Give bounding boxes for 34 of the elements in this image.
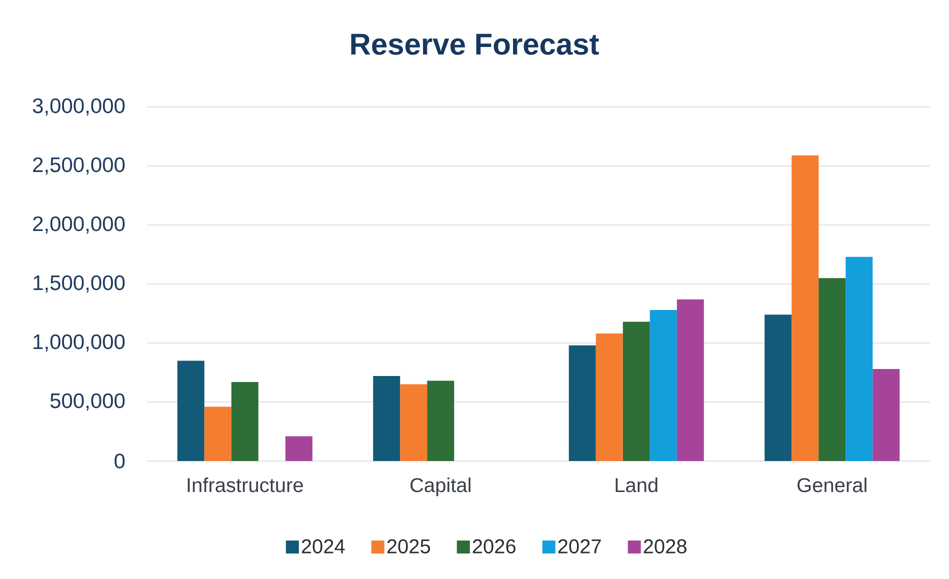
bar: [764, 314, 792, 461]
bar: [622, 322, 650, 461]
bar: [427, 380, 454, 461]
bar: [285, 436, 312, 461]
bar: [650, 310, 677, 461]
legend-label: 2024: [302, 539, 345, 554]
bar: [676, 299, 704, 461]
y-tick-label: 1,000,000: [34, 334, 125, 352]
bar: [400, 384, 428, 461]
legend-label: 2027: [558, 539, 601, 554]
legend-label: 2028: [644, 539, 686, 554]
bar: [872, 368, 900, 461]
bar: [231, 382, 258, 461]
bar: [204, 406, 232, 461]
y-tick-label: 0: [114, 454, 125, 468]
bar: [596, 334, 623, 461]
bar: [373, 376, 400, 461]
x-tick-label: General: [798, 478, 866, 492]
legend-label: 2026: [472, 539, 516, 554]
x-tick-label: Capital: [410, 478, 470, 496]
bar: [792, 155, 819, 461]
x-tick-label: Land: [616, 478, 658, 492]
bar: [846, 256, 873, 461]
y-tick-label: 2,000,000: [33, 216, 125, 234]
chart-title: Reserve Forecast: [351, 34, 599, 55]
x-tick-label: Infrastructure: [188, 478, 303, 492]
bar: [818, 278, 846, 461]
y-tick-label: 2,500,000: [33, 157, 125, 175]
bar: [177, 360, 204, 461]
legend-label: 2025: [387, 539, 430, 554]
y-tick-label: 500,000: [50, 393, 125, 411]
y-tick-label: 1,500,000: [34, 275, 125, 293]
bar: [568, 345, 596, 461]
y-tick-label: 3,000,000: [32, 98, 125, 116]
